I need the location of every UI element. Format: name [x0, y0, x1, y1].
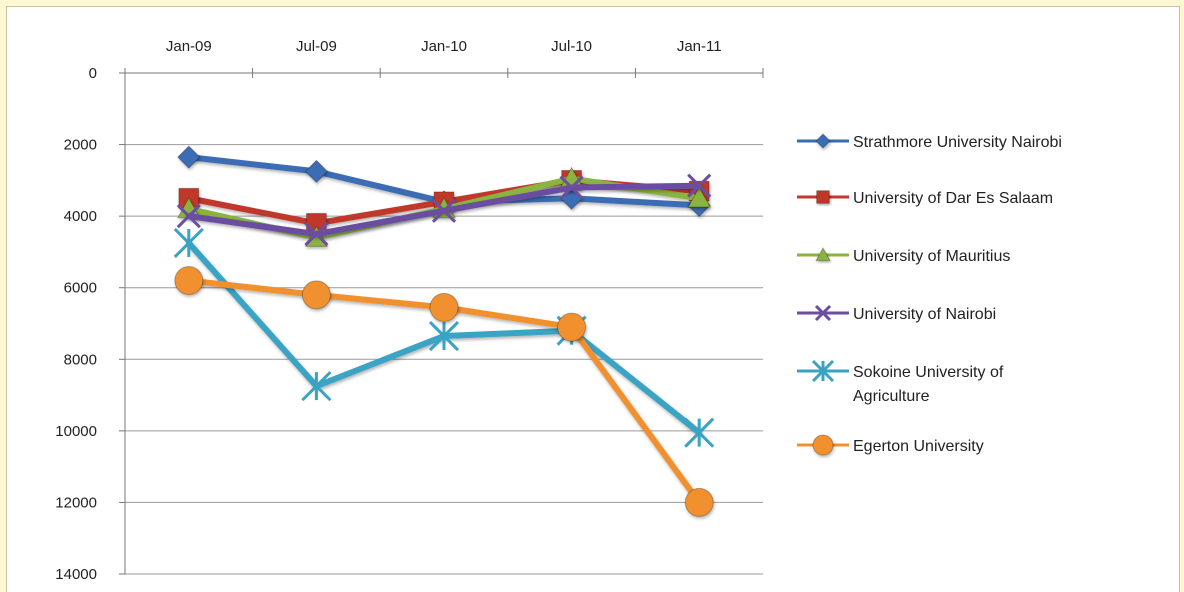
y-tick-label: 2000 [64, 137, 97, 154]
data-point [176, 204, 201, 229]
data-point [815, 133, 831, 149]
legend-label: Sokoine University of [853, 364, 1004, 381]
legend-item: Strathmore University Nairobi [797, 133, 1062, 151]
data-point [687, 186, 712, 208]
y-tick-label: 0 [89, 65, 97, 82]
legend-label: University of Dar Es Salaam [853, 190, 1053, 207]
data-point [811, 359, 835, 383]
data-point [301, 280, 331, 310]
legend-item: Sokoine University of Agriculture [797, 359, 1004, 405]
x-tick-label: Jul-10 [551, 38, 592, 55]
legend-item: University of Dar Es Salaam [797, 190, 1053, 207]
data-point [812, 434, 834, 456]
data-point [301, 371, 332, 402]
data-point [559, 175, 584, 200]
y-tick-label: 6000 [64, 280, 97, 297]
x-tick-label: Jan-10 [421, 38, 467, 55]
legend-item: University of Mauritius [797, 246, 1010, 265]
legend-label: Agriculture [853, 388, 930, 405]
x-tick-label: Jul-09 [296, 38, 337, 55]
data-point [431, 198, 457, 223]
data-point [814, 304, 832, 322]
data-point [429, 292, 459, 322]
y-tick-label: 8000 [64, 351, 97, 368]
chart-frame: 0 2000 4000 6000 8000 10000 12000 14000 Jan-09 Ju… [6, 6, 1180, 592]
series-group [176, 173, 712, 247]
legend-item: Egerton University [797, 434, 984, 456]
y-tick-label: 4000 [64, 208, 97, 225]
data-point [684, 487, 714, 517]
data-point [815, 246, 831, 262]
y-tick-label: 14000 [55, 566, 97, 583]
series-group [174, 266, 714, 517]
series-group [176, 166, 712, 247]
series [173, 145, 715, 517]
data-point [173, 227, 204, 259]
data-point [684, 417, 715, 448]
data-point [687, 173, 712, 198]
data-point [174, 266, 204, 296]
legend-item: University of Nairobi [797, 304, 996, 323]
line-chart: 0 2000 4000 6000 8000 10000 12000 14000 Jan-09 Ju… [55, 38, 1062, 583]
legend-label: Strathmore University Nairobi [853, 134, 1062, 151]
legend-label: University of Nairobi [853, 306, 996, 323]
x-tick-label: Jan-09 [166, 38, 212, 55]
data-point [557, 312, 587, 342]
data-point [177, 145, 201, 169]
y-tick-label: 10000 [55, 423, 97, 440]
data-point [304, 221, 329, 247]
data-point [428, 320, 460, 352]
legend: Strathmore University Nairobi University … [797, 133, 1062, 456]
x-tick-label: Jan-11 [677, 38, 722, 55]
data-point [304, 159, 329, 184]
legend-label: Egerton University [853, 438, 984, 455]
axes: 0 2000 4000 6000 8000 10000 12000 14000 Jan-09 Ju… [55, 38, 764, 583]
data-point [816, 190, 830, 204]
legend-label: University of Mauritius [853, 248, 1010, 265]
y-tick-label: 12000 [55, 494, 97, 511]
